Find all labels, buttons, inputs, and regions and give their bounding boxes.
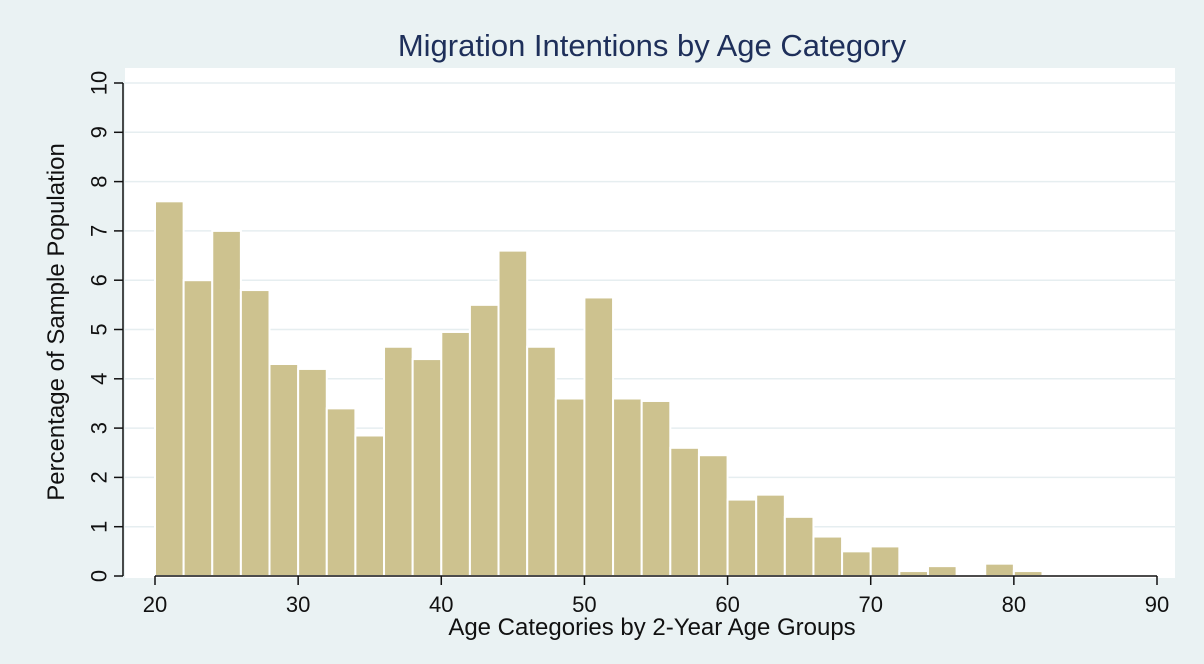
x-tick-label: 70 <box>858 592 882 617</box>
histogram-bar <box>268 363 300 578</box>
y-tick-label: 5 <box>87 323 112 335</box>
x-tick-label: 50 <box>572 592 596 617</box>
histogram-bar <box>297 367 328 577</box>
chart-title: Migration Intentions by Age Category <box>398 28 907 63</box>
histogram-bar <box>726 498 758 577</box>
histogram-bar <box>354 434 386 577</box>
histogram-bar <box>239 289 271 577</box>
histogram-bar <box>640 399 672 577</box>
histogram-bar <box>554 397 586 577</box>
histogram-bar <box>383 345 414 577</box>
histogram-bar <box>697 454 729 577</box>
y-tick-label: 4 <box>87 373 112 385</box>
x-axis-title: Age Categories by 2-Year Age Groups <box>448 614 855 641</box>
histogram-bar <box>325 407 357 577</box>
x-tick-label: 60 <box>715 592 739 617</box>
x-tick-label: 20 <box>143 592 167 617</box>
x-tick-label: 40 <box>429 592 453 617</box>
histogram-bar <box>926 565 958 578</box>
histogram-bar <box>526 345 557 577</box>
histogram-bar <box>869 545 901 577</box>
y-axis-title: Percentage of Sample Population <box>43 143 70 501</box>
histogram-bar <box>211 229 242 577</box>
histogram-bar <box>583 296 615 577</box>
y-tick-label: 1 <box>87 521 112 533</box>
y-tick-label: 9 <box>87 126 112 138</box>
y-axis: 0 1 2 3 4 5 6 7 8 9 10 <box>87 71 124 582</box>
y-tick-label: 7 <box>87 225 112 237</box>
histogram-bar <box>783 515 815 578</box>
y-tick-label: 10 <box>87 71 112 95</box>
histogram-bar <box>411 358 443 577</box>
y-tick-label: 3 <box>87 422 112 434</box>
histogram-bar <box>468 303 500 577</box>
histogram-bar <box>812 535 844 577</box>
y-tick-label: 6 <box>87 274 112 286</box>
y-tick-label: 8 <box>87 175 112 187</box>
histogram-bar <box>440 330 471 577</box>
histogram-bar <box>984 562 1015 577</box>
bars-group <box>154 200 1044 578</box>
histogram-bar <box>755 493 786 577</box>
x-tick-label: 90 <box>1145 592 1169 617</box>
histogram-bar <box>497 249 529 577</box>
histogram-bar <box>182 279 214 577</box>
y-tick-label: 0 <box>87 570 112 582</box>
histogram-bar <box>154 200 185 577</box>
x-tick-label: 80 <box>1002 592 1026 617</box>
y-tick-label: 2 <box>87 471 112 483</box>
histogram-bar <box>669 446 700 577</box>
x-axis: 20 30 40 50 60 70 80 90 <box>143 575 1169 617</box>
histogram-bar <box>612 397 643 577</box>
histogram-bar <box>841 550 872 577</box>
x-tick-label: 30 <box>286 592 310 617</box>
